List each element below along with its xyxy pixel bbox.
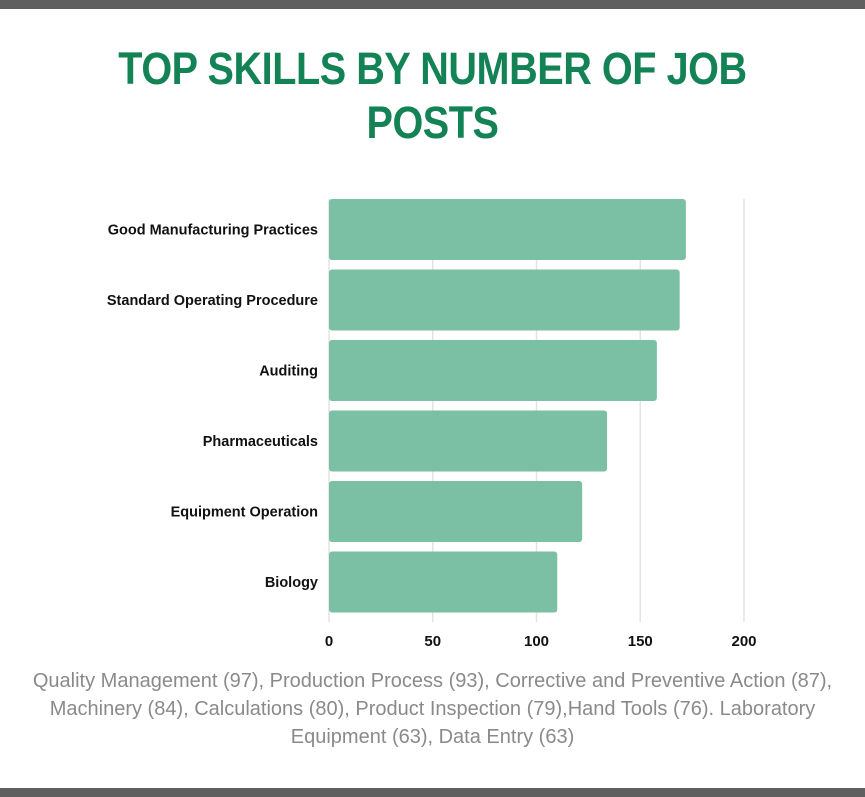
category-label: Good Manufacturing Practices: [108, 223, 318, 239]
top-border-rule: [0, 0, 865, 9]
bar-chart: Good Manufacturing Practices Standard Ope…: [107, 199, 757, 650]
category-label: Standard Operating Procedure: [107, 293, 318, 309]
x-tick-label: 200: [731, 633, 756, 650]
x-tick-label: 50: [424, 633, 441, 650]
category-label: Biology: [265, 575, 318, 591]
category-label: Pharmaceuticals: [203, 434, 318, 450]
bar: [329, 551, 558, 613]
bar: [329, 269, 680, 331]
chart-title: TOP SKILLS BY NUMBER OF JOB POSTS: [118, 43, 747, 148]
bottom-border-rule: [0, 788, 865, 797]
other-skills-note: Quality Management (97), Production Proc…: [32, 670, 833, 748]
bar: [329, 481, 583, 542]
x-tick-label: 150: [628, 633, 653, 650]
x-tick-label: 0: [325, 633, 333, 650]
category-label: Equipment Operation: [171, 505, 318, 521]
category-label: Auditing: [259, 364, 318, 380]
bar: [329, 199, 686, 260]
bar: [329, 340, 657, 401]
bar: [329, 410, 608, 472]
x-tick-label: 100: [524, 633, 549, 650]
